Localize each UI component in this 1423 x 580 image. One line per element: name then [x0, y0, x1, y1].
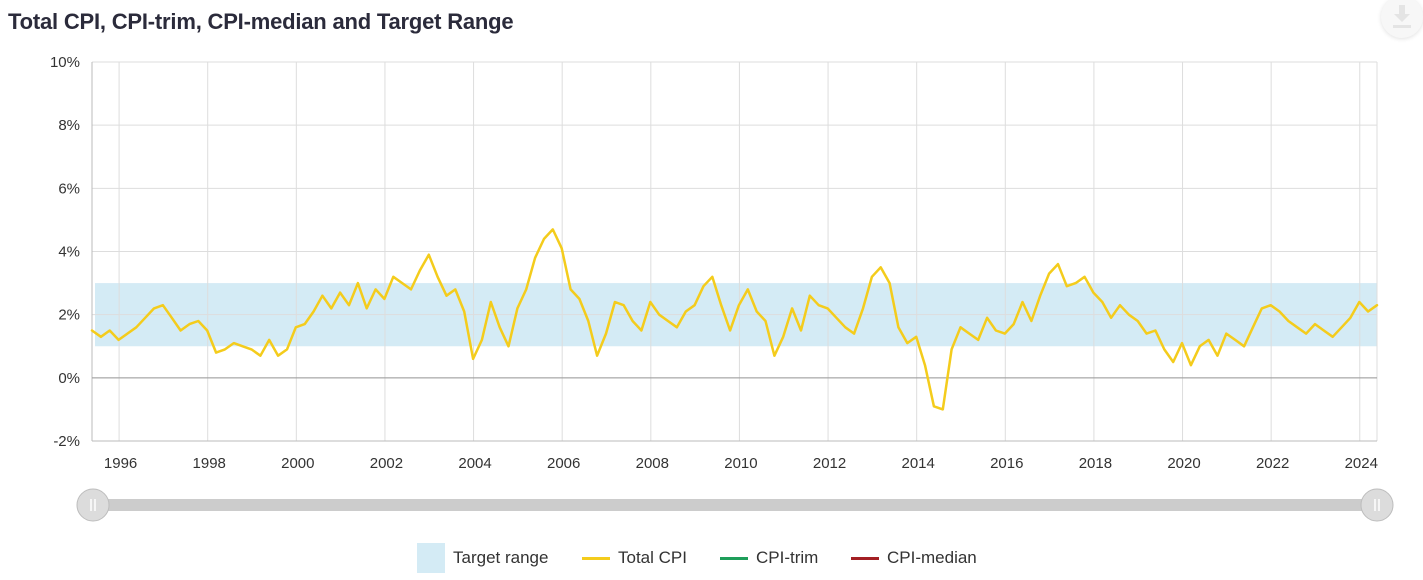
x-tick-label: 2014 [901, 455, 934, 472]
cpi-line-chart: -2% 0% 2% 4% 6% 8% 10% 1996 1998 2000 2002 2004 2006… [50, 54, 1394, 522]
legend-swatch [851, 556, 879, 560]
x-tick-label: 2016 [990, 455, 1023, 472]
chart-title: Total CPI, CPI-trim, CPI-median and Targ… [8, 9, 514, 34]
x-tick-label: 2000 [281, 455, 314, 472]
legend-swatch [417, 543, 445, 573]
legend-label: CPI-median [887, 548, 977, 567]
y-tick-label: 8% [58, 117, 80, 134]
y-tick-label: 10% [50, 54, 80, 71]
legend-swatch [720, 556, 748, 560]
legend-item-median[interactable]: CPI-median [851, 542, 977, 574]
x-tick-label: 2008 [636, 455, 669, 472]
x-tick-label: 1996 [104, 455, 137, 472]
x-tick-label: 2022 [1256, 455, 1289, 472]
x-tick-label: 1998 [193, 455, 226, 472]
legend-item-total[interactable]: Total CPI [582, 542, 687, 574]
series-total-cpi [90, 228, 1379, 411]
download-icon [1393, 5, 1411, 28]
x-tick-label: 2012 [813, 455, 846, 472]
download-button[interactable] [1381, 0, 1423, 38]
y-tick-label: 2% [58, 307, 80, 324]
legend-label: CPI-trim [756, 548, 819, 567]
legend-label: Total CPI [618, 548, 687, 567]
y-tick-label: 4% [58, 244, 80, 261]
range-slider-handle-right[interactable] [1360, 488, 1394, 522]
handle-circle [76, 488, 110, 522]
handle-circle [1360, 488, 1394, 522]
legend-item-trim[interactable]: CPI-trim [720, 542, 818, 574]
x-tick-label: 2010 [724, 455, 757, 472]
y-tick-label: -2% [53, 433, 80, 450]
x-tick-label: 2020 [1167, 455, 1200, 472]
range-slider-track [93, 499, 1378, 511]
x-tick-label: 2018 [1079, 455, 1112, 472]
x-tick-label: 2024 [1345, 455, 1378, 472]
y-tick-label: 6% [58, 180, 80, 197]
chart-legend: Target range Total CPI CPI-trim CPI-median [0, 542, 1423, 574]
legend-item-target[interactable]: Target range [417, 542, 548, 574]
legend-swatch [582, 556, 610, 560]
x-tick-label: 2002 [370, 455, 403, 472]
range-slider-handle-left[interactable] [76, 488, 110, 522]
legend-label: Target range [453, 548, 549, 567]
x-tick-label: 2004 [458, 455, 491, 472]
y-tick-label: 0% [58, 370, 80, 387]
x-tick-label: 2006 [547, 455, 580, 472]
